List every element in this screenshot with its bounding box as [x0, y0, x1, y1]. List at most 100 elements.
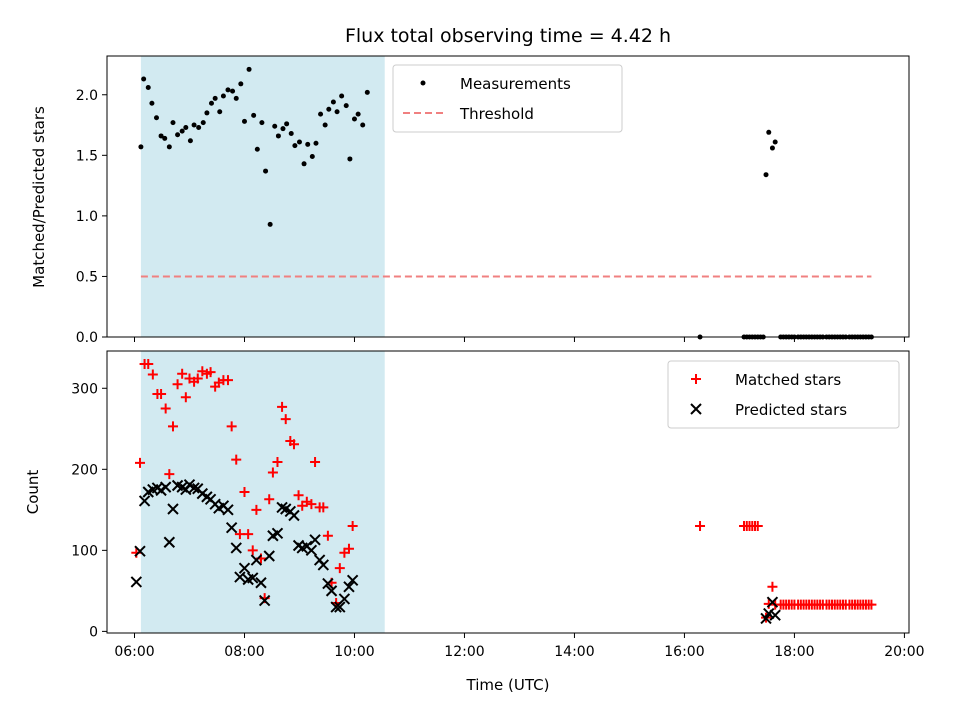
measurement-point [233, 95, 239, 101]
predicted-star-point [130, 576, 143, 588]
matched-star-point [288, 439, 299, 450]
measurement-point [766, 129, 772, 135]
matched-star-point [866, 599, 877, 610]
ratio-y-ticks: 0.0 0.5 1.0 1.5 2.0 [76, 88, 107, 346]
predicted-star-point [343, 581, 355, 593]
measurement-point [187, 138, 193, 144]
matched-stars-legend-label: Matched stars [735, 371, 841, 389]
matched-star-point [160, 403, 171, 414]
measurement-point [347, 156, 353, 162]
matched-star-point [177, 368, 188, 379]
measurement-point [217, 109, 223, 115]
predicted-star-point [255, 577, 267, 589]
matched-star-point [272, 457, 283, 468]
chart-title: Flux total observing time = 4.42 h [345, 25, 671, 47]
ratio-legend-box [392, 64, 623, 133]
predicted-star-point [188, 482, 200, 494]
matched-stars-legend-marker [691, 374, 701, 384]
x-tick-label: 16:00 [664, 644, 704, 660]
measurement-point [326, 106, 332, 112]
measurement-point [204, 110, 210, 116]
predicted-star-point [225, 521, 238, 534]
measurement-point [292, 143, 298, 149]
measurement-point [267, 221, 273, 227]
observing-window-shade [140, 56, 385, 337]
predicted-star-point [271, 527, 284, 540]
counts-data-layer [130, 358, 877, 625]
matched-star-point [293, 490, 304, 501]
matched-star-point [264, 494, 275, 505]
predicted-star-point [317, 559, 330, 571]
matched-star-point [280, 414, 291, 425]
predicted-star-point [247, 572, 259, 584]
y-tick-label: 200 [71, 462, 98, 478]
matched-star-point [243, 529, 254, 540]
matched-star-point [156, 388, 167, 399]
matched-star-point [251, 504, 262, 515]
predicted-star-point [138, 495, 151, 507]
measurement-point [355, 111, 361, 117]
predicted-star-point [322, 577, 334, 590]
measurement-point [343, 103, 349, 109]
x-tick-label: 18:00 [774, 644, 814, 660]
matched-star-point [247, 545, 258, 556]
matched-star-point [143, 358, 154, 369]
measurement-point [251, 112, 257, 118]
measurement-point [220, 93, 226, 99]
measurement-point [191, 122, 197, 128]
matched-star-point [167, 421, 178, 432]
predicted-star-point [305, 544, 318, 557]
predicted-stars-legend-marker [690, 403, 702, 415]
predicted-stars-legend-label: Predicted stars [735, 401, 847, 419]
ratio-y-axis-label: Matched/Predicted stars [30, 106, 48, 288]
ratio-data-layer [138, 66, 874, 340]
matched-star-point [343, 543, 354, 554]
ratio-legend: Measurements Threshold [392, 64, 623, 133]
measurement-point [364, 89, 370, 95]
matched-star-point [318, 502, 329, 513]
matched-star-point [767, 581, 778, 592]
predicted-star-point [338, 593, 351, 605]
y-tick-label: 1.5 [76, 148, 98, 164]
predicted-star-point [250, 554, 263, 566]
matched-star-point [347, 521, 358, 532]
measurement-point [288, 131, 294, 137]
y-tick-label: 0 [89, 624, 98, 640]
predicted-star-point [309, 534, 321, 546]
measurement-point [246, 66, 252, 72]
measurement-point [309, 154, 315, 160]
measurement-point [145, 84, 151, 90]
measurement-point [175, 132, 181, 138]
matched-star-point [172, 379, 183, 390]
counts-y-ticks: 0 100 200 300 [71, 381, 107, 640]
matched-star-point [164, 469, 175, 480]
measurement-point [238, 81, 244, 87]
matched-star-point [192, 373, 203, 384]
y-tick-label: 100 [71, 543, 98, 559]
measurement-point [263, 168, 269, 174]
measurement-point [158, 133, 164, 139]
x-tick-label: 10:00 [334, 644, 374, 660]
predicted-star-point [769, 609, 781, 621]
x-tick-label: 06:00 [114, 644, 154, 660]
predicted-star-point [325, 585, 338, 597]
measurement-point [772, 139, 778, 145]
matched-star-point [147, 369, 158, 380]
predicted-star-point [346, 574, 359, 587]
predicted-star-point [238, 562, 251, 574]
measurement-point [225, 87, 231, 93]
matched-star-point [226, 421, 237, 432]
measurement-point [322, 122, 328, 128]
measurement-point [170, 120, 176, 126]
y-tick-label: 2.0 [76, 88, 98, 104]
measurement-point [330, 99, 336, 105]
matched-star-point [310, 457, 321, 468]
measurement-point [254, 146, 260, 152]
predicted-star-point [234, 571, 246, 583]
measurement-point [272, 123, 278, 129]
measurement-point [230, 88, 236, 94]
observing-window-band [140, 56, 385, 337]
counts-legend-box [667, 360, 900, 429]
matched-star-point [205, 367, 216, 378]
predicted-star-point [222, 504, 234, 516]
